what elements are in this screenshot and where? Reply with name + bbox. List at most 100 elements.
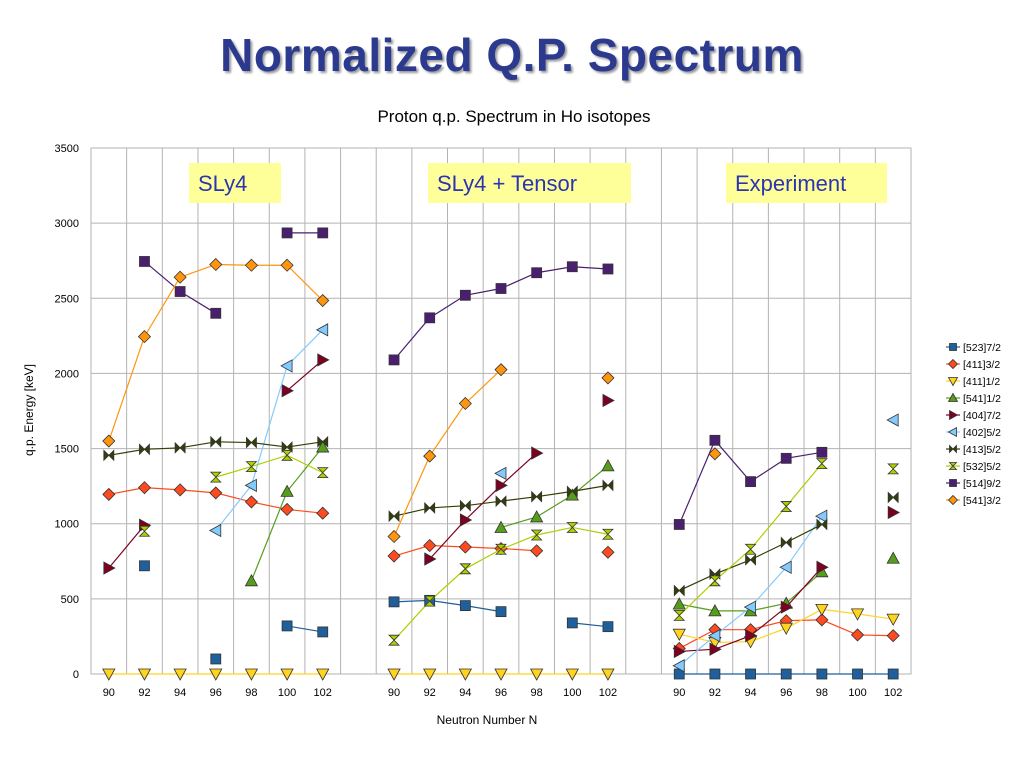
y-tick-label: 3500 <box>55 143 79 155</box>
data-point <box>745 553 756 566</box>
data-point <box>886 413 899 427</box>
data-point <box>316 440 330 453</box>
legend-item: [411]3/2 <box>946 358 1000 371</box>
data-point <box>387 668 401 681</box>
data-point <box>850 628 865 642</box>
data-point <box>174 441 186 454</box>
data-point <box>673 584 685 597</box>
data-point <box>601 668 615 681</box>
data-point <box>495 543 507 555</box>
data-point <box>459 499 471 512</box>
data-point <box>708 575 721 587</box>
y-tick-label: 2500 <box>55 293 79 305</box>
data-point <box>780 501 793 512</box>
legend-marker <box>949 409 959 421</box>
data-point <box>246 436 257 449</box>
data-point <box>281 227 293 239</box>
panel-label-box <box>189 163 281 203</box>
x-tick-label: 94 <box>744 687 756 699</box>
data-point <box>887 668 899 680</box>
data-point <box>424 312 436 324</box>
data-point <box>601 459 615 472</box>
x-tick-label: 92 <box>709 687 721 699</box>
data-point <box>388 354 400 366</box>
series-[404]7/2 <box>103 353 901 659</box>
series-[541]3/2 <box>102 257 722 544</box>
panel-label: SLy4 <box>198 171 247 196</box>
data-point <box>566 485 578 498</box>
legend-label: [523]7/2 <box>963 342 1001 354</box>
legend-label: [411]3/2 <box>963 359 1000 371</box>
data-point <box>816 518 828 531</box>
series-line <box>108 524 145 569</box>
data-point <box>280 484 294 497</box>
x-tick-label: 92 <box>424 687 436 699</box>
legend-item: [541]1/2 <box>946 392 1001 405</box>
data-point <box>458 668 473 681</box>
data-point <box>494 363 508 377</box>
data-point <box>280 258 294 272</box>
data-point <box>387 529 401 544</box>
legend-item: [413]5/2 <box>946 444 1001 456</box>
data-point <box>708 447 722 461</box>
series-[514]9/2 <box>139 227 828 530</box>
data-point <box>530 544 544 558</box>
data-point <box>423 668 437 681</box>
data-point <box>317 227 329 239</box>
data-point <box>137 668 152 681</box>
data-point <box>424 552 437 566</box>
data-point <box>601 528 614 540</box>
legend-label: [532]5/2 <box>963 461 1001 473</box>
series-line <box>393 369 502 537</box>
x-tick-label: 98 <box>531 687 543 699</box>
data-point <box>281 620 293 632</box>
legend: [523]7/2 [411]3/2 [411]1/2 [541]1/2 [404]7/2… <box>946 342 1001 507</box>
data-point <box>709 642 722 656</box>
series-line <box>500 465 609 529</box>
y-tick-label: 3000 <box>55 218 79 230</box>
x-tick-label: 100 <box>278 687 296 699</box>
series-line <box>394 599 502 613</box>
x-tick-label: 90 <box>388 687 400 699</box>
data-point <box>566 522 579 533</box>
data-point <box>281 441 293 454</box>
data-point <box>210 307 222 319</box>
data-point <box>209 668 223 681</box>
data-point <box>815 603 829 617</box>
series-line <box>429 452 538 560</box>
data-point <box>103 449 115 462</box>
data-point <box>816 446 828 458</box>
data-point <box>209 257 223 272</box>
data-point <box>281 449 294 461</box>
series-line <box>679 523 823 592</box>
y-axis-label: q.p. Energy [keV] <box>22 364 36 456</box>
data-point <box>745 668 756 680</box>
data-point <box>816 668 828 680</box>
data-point <box>102 434 116 448</box>
data-point <box>886 551 900 564</box>
data-point <box>494 668 508 681</box>
data-point <box>387 549 401 563</box>
data-point <box>531 267 543 279</box>
data-point <box>815 458 828 470</box>
data-point <box>209 486 223 500</box>
data-point <box>244 573 259 587</box>
data-point <box>458 396 472 411</box>
data-point <box>672 628 686 642</box>
x-tick-label: 96 <box>210 687 222 699</box>
series-[411]1/2 <box>102 603 900 681</box>
legend-label: [514]9/2 <box>963 478 1001 490</box>
data-point <box>173 270 187 284</box>
panel-label: Experiment <box>735 171 846 196</box>
data-point <box>709 668 721 680</box>
data-point <box>173 483 187 497</box>
legend-label: [411]1/2 <box>963 376 1000 388</box>
data-point <box>317 353 330 367</box>
series-line <box>286 625 323 633</box>
data-point <box>316 467 329 479</box>
data-point <box>531 446 544 460</box>
legend-item: [523]7/2 <box>946 342 1001 354</box>
data-point <box>208 523 222 538</box>
data-point <box>388 596 400 608</box>
